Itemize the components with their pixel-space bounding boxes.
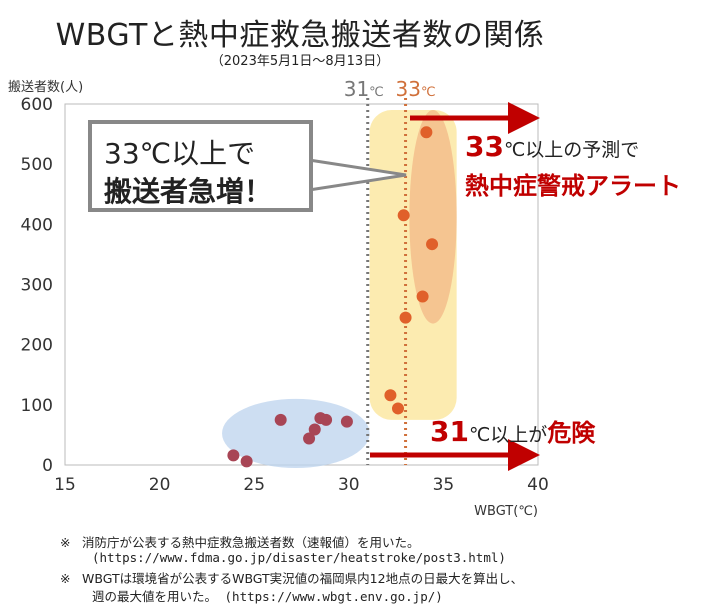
data-point-s0-4 [308,423,321,436]
x-tick-label-1: 20 [149,475,171,495]
y-tick-label-2: 200 [21,336,53,356]
data-point-s0-3 [303,432,316,445]
y-tick-label-4: 400 [21,215,53,235]
data-point-s1-0 [384,389,397,402]
data-point-s1-4 [416,290,429,303]
x-tick-label-0: 15 [54,475,76,495]
data-point-s1-5 [420,126,433,139]
note-1-url: (https://www.fdma.go.jp/disaster/heatstr… [92,550,506,565]
callout-line2: 搬送者急増！ [104,175,273,208]
alert-cluster-shape [409,110,457,324]
x-tick-label-2: 25 [243,475,265,495]
chart-subtitle: （2023年5月1日～8月13日） [210,54,390,69]
data-point-s0-7 [340,415,353,428]
alert-31-line: 31℃以上が危険 [430,413,595,448]
data-point-s0-0 [227,449,240,462]
data-point-s1-2 [397,209,410,222]
data-point-s0-2 [274,413,287,426]
note-2-sub: 週の最大値を用いた。 (https://www.wbgt.env.go.jp/) [92,589,443,604]
y-axis-label: 搬送者数(人) [8,80,83,95]
note-1-mark: ※ [60,535,71,550]
x-axis-label: WBGT(℃) [474,504,538,519]
note-2-text: WBGTは環境省が公表するWBGT実況値の福岡県内12地点の日最大を算出し、 [82,571,524,586]
callout-box: 33℃以上で 搬送者急増！ [88,120,313,212]
scatter-chart: 31℃ 33℃15 20 25 30 35 400100200300400500600WBG… [8,77,549,519]
note-2: ※ WBGTは環境省が公表するWBGT実況値の福岡県内12地点の日最大を算出し、 [60,568,523,587]
callout-line1: 33℃以上で [104,137,256,170]
x-tick-label-4: 35 [433,475,455,495]
data-point-s0-1 [240,455,253,468]
alert-33-rest: ℃以上の予測で [503,139,640,161]
data-point-s0-6 [320,413,333,426]
threshold-label-31: 31℃ [344,77,384,101]
alert-33-number: 33 [465,130,504,163]
y-tick-label-0: 0 [42,456,53,476]
alert-31-mid: ℃以上が [468,424,548,446]
data-point-s1-1 [391,402,404,415]
y-tick-label-6: 600 [21,95,53,115]
x-tick-label-5: 40 [527,475,549,495]
chart-title: WBGTと熱中症救急搬送者数の関係 [55,18,545,53]
y-tick-label-5: 500 [21,155,53,175]
alert-31-number: 31 [430,415,469,448]
note-1-text: 消防庁が公表する熱中症救急搬送者数（速報値）を用いた。 [82,535,420,550]
alert-arrow-upper-head [508,102,540,134]
alert-31-danger: 危険 [547,419,596,447]
alert-33-line2: 熱中症警戒アラート [465,172,681,200]
data-point-s1-6 [426,238,439,251]
low-risk-cluster-shape [222,398,370,469]
note-1: ※ 消防庁が公表する熱中症救急搬送者数（速報値）を用いた。 [60,532,420,551]
x-tick-label-3: 30 [338,475,360,495]
note-2-mark: ※ [60,571,71,586]
threshold-label-33: 33℃ [396,77,436,101]
data-point-s1-3 [399,311,412,324]
y-tick-label-1: 100 [21,396,53,416]
y-tick-label-3: 300 [21,276,53,296]
alert-33-line1: 33℃以上の予測で [465,130,639,163]
alert-arrow-lower-head [508,439,540,471]
